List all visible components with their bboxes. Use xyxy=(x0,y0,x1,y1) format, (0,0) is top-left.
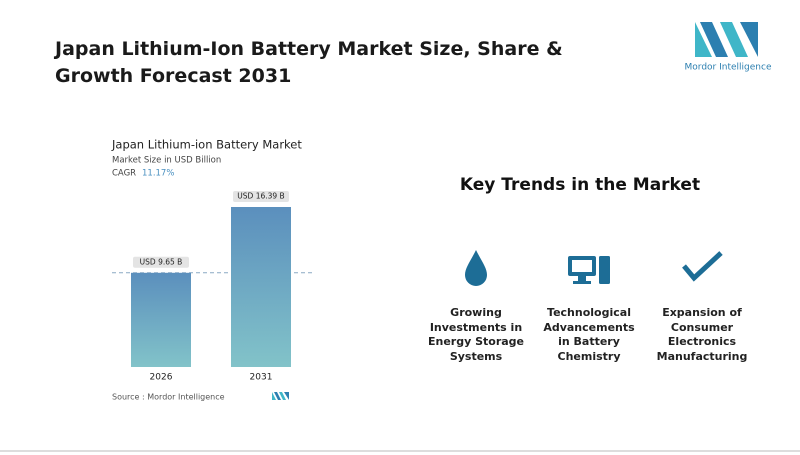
trends-title: Key Trends in the Market xyxy=(459,175,701,195)
bar xyxy=(231,207,291,367)
source-logo xyxy=(272,392,289,400)
logo-shape xyxy=(274,392,281,400)
plot: USD 9.65 B 2026 USD 16.39 B 2031 xyxy=(112,191,312,383)
logo-shape xyxy=(695,22,712,57)
logo-shape xyxy=(272,392,276,400)
chart-title: Japan Lithium-ion Battery Market xyxy=(111,138,302,152)
value-label-bg xyxy=(133,256,189,268)
icon-part xyxy=(572,260,592,272)
logo-shape xyxy=(279,392,286,400)
value-label-bg xyxy=(233,191,289,202)
logo-shape xyxy=(740,22,758,57)
icon-part xyxy=(573,281,591,284)
x-tick-label: 2026 xyxy=(150,373,173,383)
chart-subtitle: Market Size in USD Billion xyxy=(112,156,221,166)
logo: Mordor Intelligence xyxy=(685,22,772,73)
logo-shape xyxy=(284,392,289,400)
trend-item: Technological Advancements in Battery Ch… xyxy=(543,306,635,363)
trend-item: Growing Investments in Energy Storage Sy… xyxy=(427,306,525,363)
cagr-value: 11.17% xyxy=(142,169,174,179)
logo-shape xyxy=(720,22,748,57)
value-label: USD 9.65 B xyxy=(140,257,183,266)
icon-part xyxy=(599,256,610,284)
cagr-label: CAGR xyxy=(112,169,136,179)
logo-text: Mordor Intelligence xyxy=(685,63,772,73)
value-label: USD 16.39 B xyxy=(237,192,284,201)
page-title: Japan Lithium-Ion Battery Market Size, S… xyxy=(55,38,563,87)
icon-part xyxy=(578,276,586,281)
drop-icon xyxy=(465,250,487,286)
logo-shape xyxy=(700,22,728,57)
check-icon xyxy=(682,251,723,282)
trend-item: Expansion of Consumer Electronics Manufa… xyxy=(656,306,748,363)
bar xyxy=(131,272,191,367)
source: Source : Mordor Intelligence xyxy=(112,393,225,402)
computer-icon xyxy=(568,256,610,284)
x-tick-label: 2031 xyxy=(250,373,273,383)
